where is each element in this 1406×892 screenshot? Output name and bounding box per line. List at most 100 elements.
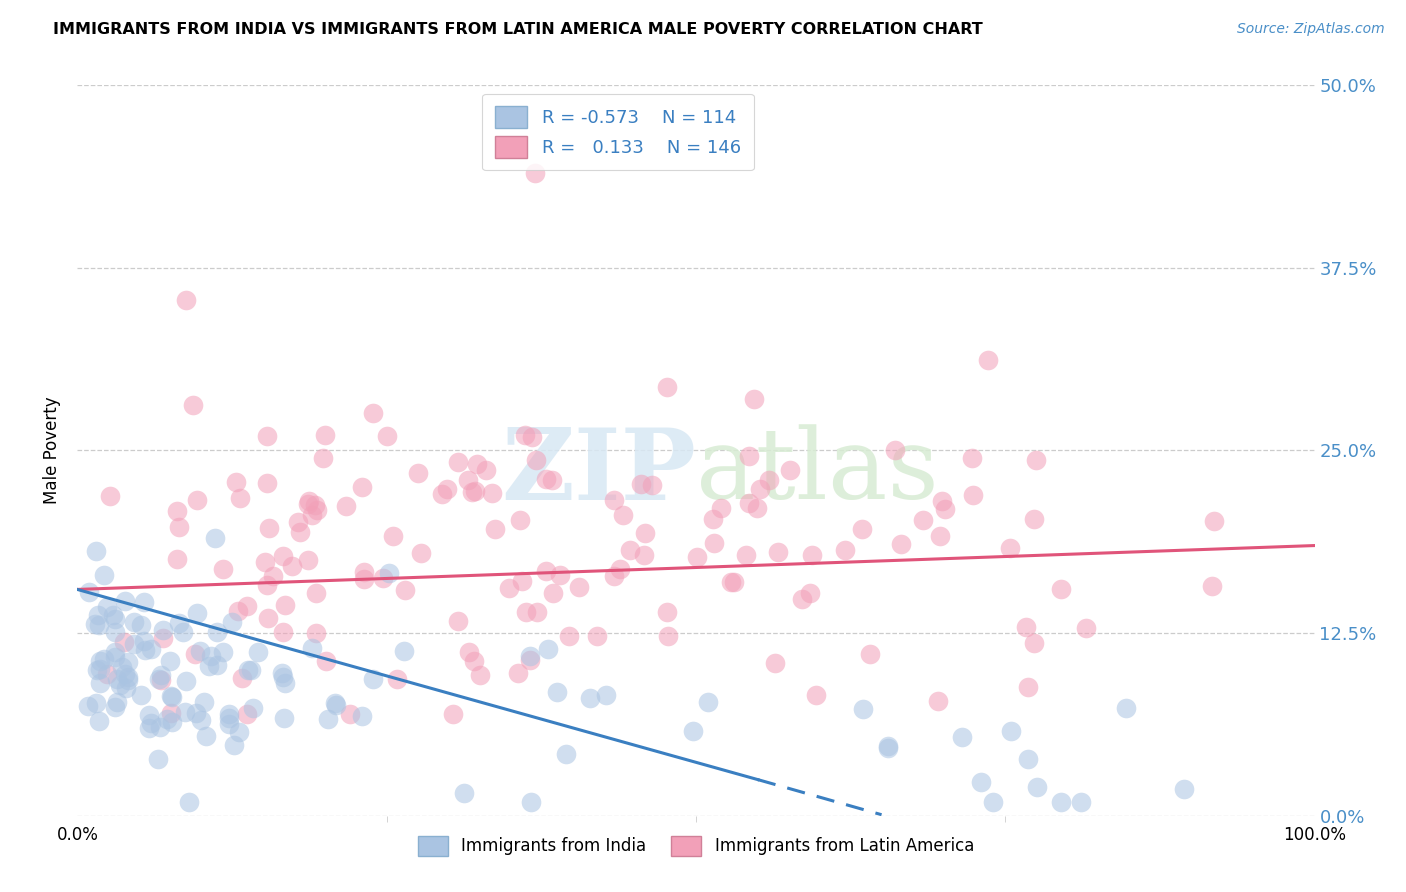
Point (167, 616, 190, 631)
Point (89, 714, 111, 728)
Point (1201, 579, 1223, 593)
Point (218, 706, 240, 721)
Point (160, 690, 183, 704)
Point (108, 678, 131, 692)
Point (114, 667, 136, 681)
Point (534, 472, 557, 486)
Point (1070, 795, 1092, 809)
Point (790, 592, 813, 607)
Point (657, 629, 679, 643)
Text: ZIP: ZIP (501, 424, 696, 521)
Point (682, 723, 704, 738)
Point (77, 584, 100, 599)
Point (114, 681, 136, 695)
Point (738, 496, 761, 510)
Point (585, 629, 607, 643)
Point (146, 752, 169, 766)
Point (720, 575, 742, 590)
Point (159, 654, 181, 668)
Point (323, 696, 346, 710)
Point (257, 521, 280, 535)
Point (928, 529, 950, 543)
Point (931, 493, 953, 508)
Point (763, 657, 786, 671)
Point (114, 635, 136, 649)
Point (240, 663, 263, 677)
Point (1050, 582, 1073, 597)
Point (131, 617, 153, 632)
Point (236, 663, 259, 677)
Point (132, 633, 155, 648)
Point (702, 512, 724, 526)
Point (152, 623, 174, 637)
Point (1024, 453, 1046, 467)
Point (98, 489, 121, 503)
Point (204, 531, 226, 545)
Point (603, 569, 626, 583)
Point (105, 672, 128, 686)
Point (543, 586, 565, 600)
Point (859, 648, 882, 662)
Point (378, 566, 401, 580)
Point (316, 712, 339, 726)
Point (149, 720, 172, 734)
Point (84, 696, 107, 710)
Point (801, 548, 824, 562)
Point (595, 688, 617, 702)
Point (1204, 515, 1226, 529)
Point (89, 675, 111, 690)
Point (226, 604, 249, 618)
Point (190, 713, 212, 727)
Point (236, 599, 259, 614)
Point (453, 786, 475, 800)
Point (207, 624, 229, 639)
Point (117, 655, 139, 669)
Point (134, 642, 156, 657)
Point (298, 494, 321, 508)
Point (470, 668, 492, 682)
Y-axis label: Male Poverty: Male Poverty (44, 397, 62, 504)
Point (159, 706, 181, 721)
Point (174, 293, 197, 307)
Point (1022, 635, 1045, 649)
Point (970, 775, 993, 789)
Point (256, 577, 278, 591)
Point (464, 484, 486, 499)
Point (273, 676, 295, 690)
Point (186, 492, 208, 507)
Point (758, 473, 780, 487)
Point (181, 399, 204, 413)
Point (851, 522, 873, 536)
Point (619, 542, 641, 557)
Point (603, 493, 626, 508)
Point (231, 671, 253, 685)
Point (148, 672, 170, 686)
Point (515, 428, 537, 442)
Point (546, 685, 568, 699)
Point (301, 641, 323, 656)
Point (804, 688, 827, 702)
Point (912, 513, 935, 527)
Point (747, 501, 769, 516)
Point (463, 653, 485, 667)
Point (281, 559, 304, 574)
Point (633, 549, 655, 563)
Point (834, 543, 856, 558)
Point (84, 543, 107, 558)
Point (1017, 680, 1039, 694)
Point (117, 673, 139, 687)
Point (271, 549, 294, 563)
Point (519, 653, 541, 667)
Point (526, 605, 548, 619)
Point (160, 689, 183, 703)
Point (641, 478, 664, 492)
Point (122, 615, 145, 629)
Point (104, 612, 127, 626)
Point (460, 484, 482, 499)
Point (361, 672, 384, 686)
Point (655, 380, 678, 394)
Point (93, 567, 115, 582)
Point (110, 659, 132, 673)
Point (197, 658, 219, 673)
Point (484, 522, 506, 536)
